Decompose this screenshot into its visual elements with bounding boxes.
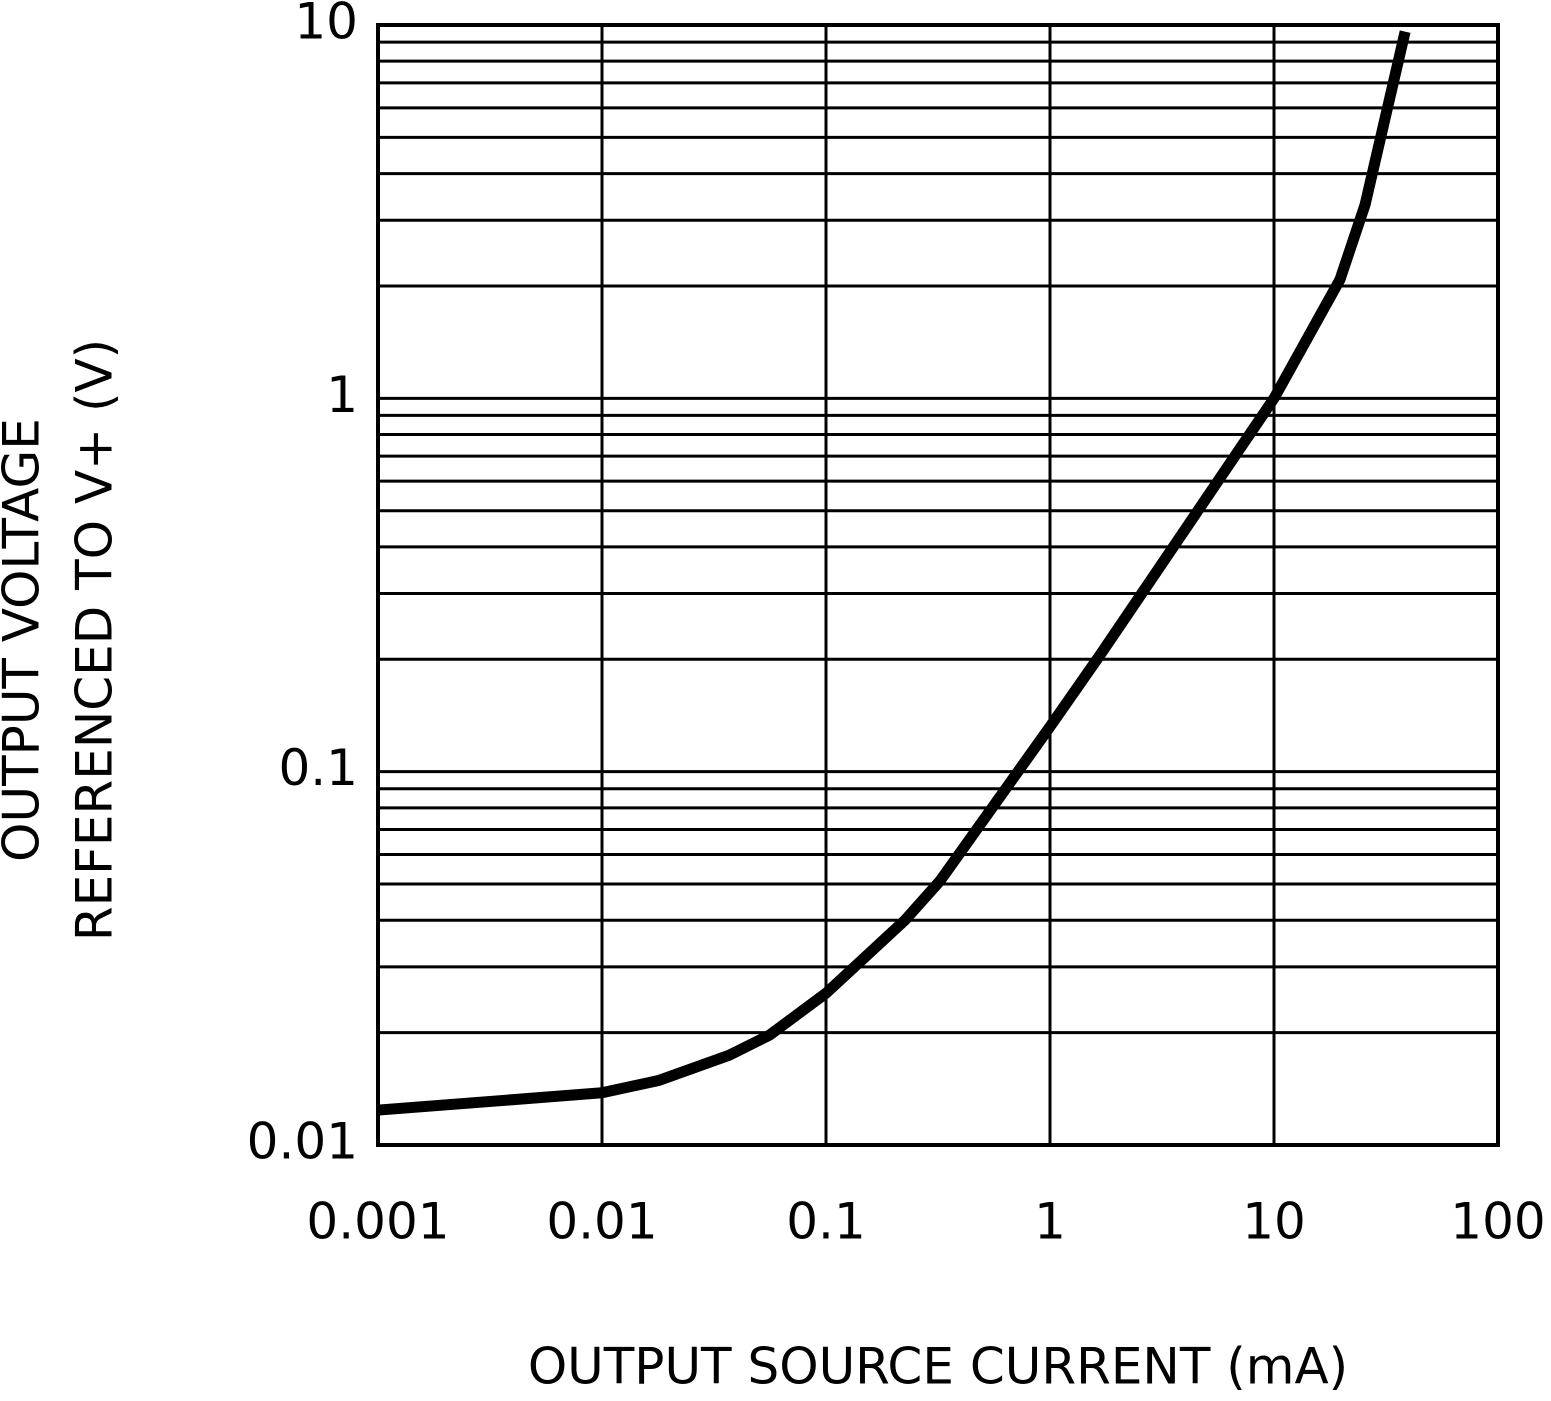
x-tick-label: 1 (1034, 1193, 1066, 1251)
y-axis-title-line: OUTPUT VOLTAGE (0, 418, 51, 862)
x-tick-label: 0.001 (306, 1193, 449, 1251)
x-axis-title: OUTPUT SOURCE CURRENT (mA) (528, 1338, 1348, 1396)
y-tick-label: 1 (326, 366, 358, 424)
x-tick-label: 10 (1242, 1193, 1306, 1251)
y-tick-label: 0.01 (247, 1113, 358, 1171)
y-axis-title-line: REFERENCED TO V+ (V) (66, 339, 124, 941)
plot-frame (376, 23, 1500, 1147)
x-tick-label: 100 (1450, 1193, 1545, 1251)
x-tick-label: 0.1 (786, 1193, 866, 1251)
x-tick-label: 0.01 (546, 1193, 657, 1251)
y-tick-label: 10 (294, 0, 358, 51)
y-axis-title: OUTPUT VOLTAGE REFERENCED TO V+ (V) (0, 339, 124, 941)
y-tick-label: 0.1 (278, 739, 358, 797)
data-line (377, 30, 1411, 1116)
